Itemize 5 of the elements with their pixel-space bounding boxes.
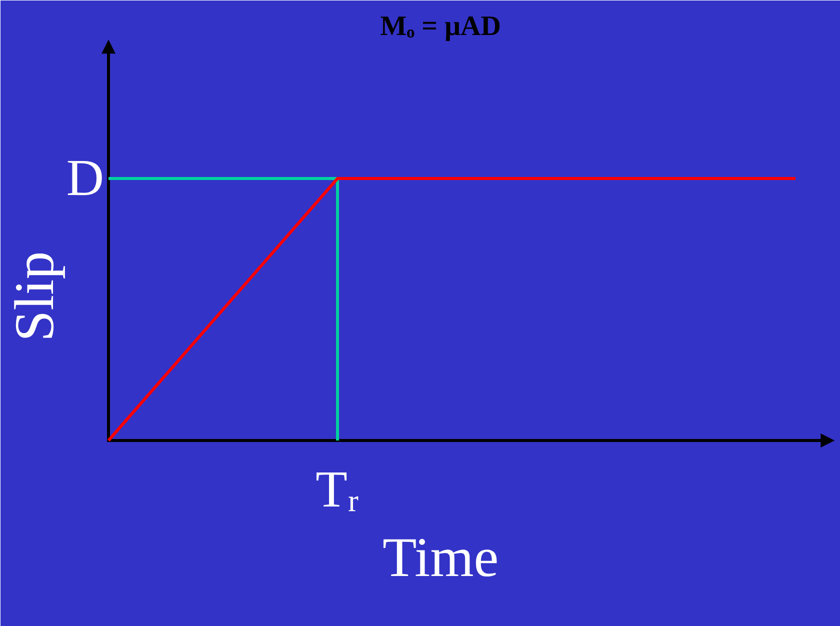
x-axis-title: Time xyxy=(382,526,499,589)
chart-title: Mₒ = μAD xyxy=(380,10,501,42)
ref-line-label: D xyxy=(66,150,104,207)
y-axis-title: Slip xyxy=(4,251,66,342)
text: Tᵣ xyxy=(316,461,360,518)
